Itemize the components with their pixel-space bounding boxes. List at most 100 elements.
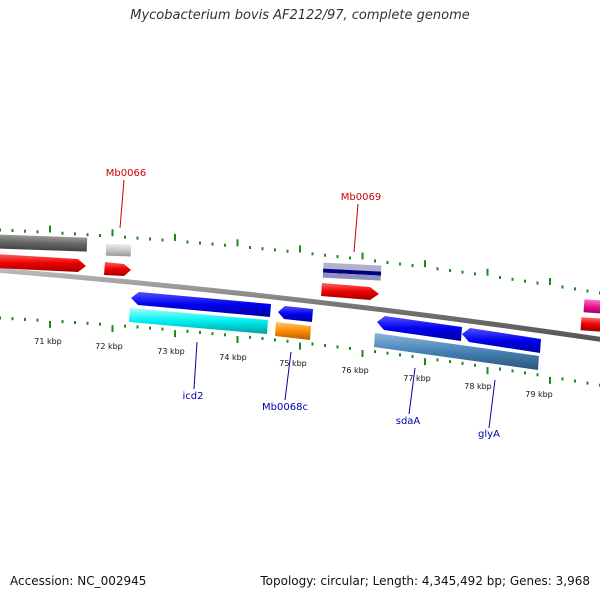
minor-tick bbox=[411, 264, 414, 268]
minor-tick bbox=[74, 232, 76, 236]
minor-tick bbox=[436, 267, 439, 271]
minor-tick bbox=[386, 351, 389, 355]
gene-label-glya[interactable]: glyA bbox=[478, 429, 500, 440]
major-tick bbox=[174, 233, 176, 241]
minor-tick bbox=[0, 316, 1, 320]
feature-red-mb0069[interactable] bbox=[321, 283, 379, 300]
minor-tick bbox=[199, 330, 201, 334]
feature-blue-mb0068c[interactable] bbox=[278, 306, 313, 322]
leader-glya bbox=[488, 379, 496, 429]
feature-blue-sdaa[interactable] bbox=[377, 316, 462, 341]
feature-red-1[interactable] bbox=[0, 254, 86, 272]
minor-tick bbox=[161, 327, 164, 331]
minor-tick bbox=[349, 256, 351, 260]
minor-tick bbox=[11, 317, 14, 321]
minor-tick bbox=[449, 269, 451, 272]
feature-blue-icd2[interactable] bbox=[131, 292, 271, 317]
kbp-label: 77 kbp bbox=[403, 374, 431, 383]
minor-tick bbox=[286, 249, 289, 253]
feature-blue-glya[interactable] bbox=[462, 328, 541, 353]
minor-tick bbox=[349, 346, 351, 350]
major-tick bbox=[361, 252, 364, 260]
major-tick bbox=[299, 245, 301, 253]
feature-grey-dark[interactable] bbox=[0, 234, 88, 252]
minor-tick bbox=[161, 238, 164, 242]
minor-tick bbox=[24, 317, 26, 321]
kbp-label: 76 kbp bbox=[341, 366, 369, 375]
minor-tick bbox=[561, 285, 564, 289]
feature-steel-sdaa-glya[interactable] bbox=[374, 333, 539, 370]
major-tick bbox=[549, 278, 551, 285]
outer-tick-row bbox=[0, 225, 600, 295]
leader-icd2 bbox=[193, 341, 198, 390]
minor-tick bbox=[574, 379, 576, 383]
minor-tick bbox=[524, 279, 526, 283]
feature-red-right[interactable] bbox=[580, 317, 600, 332]
minor-tick bbox=[274, 248, 276, 252]
minor-tick bbox=[474, 272, 476, 276]
minor-tick bbox=[36, 230, 39, 234]
minor-tick bbox=[336, 345, 339, 349]
reverse-features bbox=[129, 292, 541, 370]
minor-tick bbox=[511, 277, 514, 281]
minor-tick bbox=[374, 259, 376, 263]
major-tick bbox=[486, 367, 489, 375]
minor-tick bbox=[224, 333, 226, 337]
minor-tick bbox=[561, 377, 564, 381]
major-tick bbox=[486, 268, 489, 276]
feature-red-mb0066[interactable] bbox=[104, 262, 131, 276]
major-tick bbox=[424, 260, 426, 268]
gene-label-sdaa[interactable]: sdaA bbox=[396, 416, 421, 427]
kbp-label: 79 kbp bbox=[525, 390, 553, 399]
minor-tick bbox=[74, 321, 76, 324]
minor-tick bbox=[399, 262, 401, 266]
gene-label-mb0068c[interactable]: Mb0068c bbox=[262, 402, 308, 413]
gene-label-mb0066[interactable]: Mb0066 bbox=[106, 168, 146, 179]
minor-tick bbox=[449, 360, 451, 364]
minor-tick bbox=[11, 229, 14, 233]
genome-summary-text: Topology: circular; Length: 4,345,492 bp… bbox=[260, 574, 590, 588]
accession-text: Accession: NC_002945 bbox=[10, 574, 147, 588]
feature-mb0069-stack[interactable] bbox=[322, 262, 382, 281]
feature-grey-light-mb0066[interactable] bbox=[105, 243, 132, 257]
minor-tick bbox=[324, 344, 326, 347]
kbp-label: 73 kbp bbox=[157, 347, 185, 356]
minor-tick bbox=[274, 338, 276, 342]
minor-tick bbox=[86, 321, 89, 325]
minor-tick bbox=[461, 270, 464, 274]
minor-tick bbox=[36, 318, 39, 322]
gene-label-mb0069[interactable]: Mb0069 bbox=[341, 192, 381, 203]
minor-tick bbox=[124, 235, 126, 239]
kbp-labels: 71 kbp 72 kbp 73 kbp 74 kbp 75 kbp 76 kb… bbox=[34, 337, 553, 399]
minor-tick bbox=[586, 289, 589, 293]
feature-orange-mb0068c[interactable] bbox=[275, 322, 311, 340]
major-tick bbox=[111, 325, 114, 333]
inner-tick-row bbox=[0, 316, 600, 387]
genome-backbone bbox=[0, 267, 600, 342]
gene-label-icd2[interactable]: icd2 bbox=[183, 391, 204, 402]
minor-tick bbox=[61, 320, 64, 324]
minor-tick bbox=[474, 363, 476, 367]
major-tick bbox=[361, 350, 364, 357]
minor-tick bbox=[186, 329, 189, 333]
minor-tick bbox=[461, 361, 464, 365]
minor-tick bbox=[324, 253, 326, 257]
map-title: Mycobacterium bovis AF2122/97, complete … bbox=[130, 8, 470, 23]
kbp-label: 72 kbp bbox=[95, 342, 123, 351]
major-tick bbox=[299, 342, 301, 350]
major-tick bbox=[49, 320, 51, 328]
minor-tick bbox=[24, 229, 26, 233]
major-tick bbox=[549, 376, 551, 384]
leader-sdaa bbox=[408, 367, 416, 415]
minor-tick bbox=[199, 241, 201, 245]
minor-tick bbox=[499, 276, 501, 279]
label-leaders bbox=[119, 179, 496, 429]
minor-tick bbox=[524, 371, 526, 375]
minor-tick bbox=[0, 228, 1, 232]
minor-tick bbox=[99, 322, 101, 326]
feature-cyan-icd2[interactable] bbox=[129, 308, 268, 334]
minor-tick bbox=[374, 350, 376, 354]
minor-tick bbox=[311, 252, 314, 256]
feature-magenta[interactable] bbox=[583, 299, 600, 314]
